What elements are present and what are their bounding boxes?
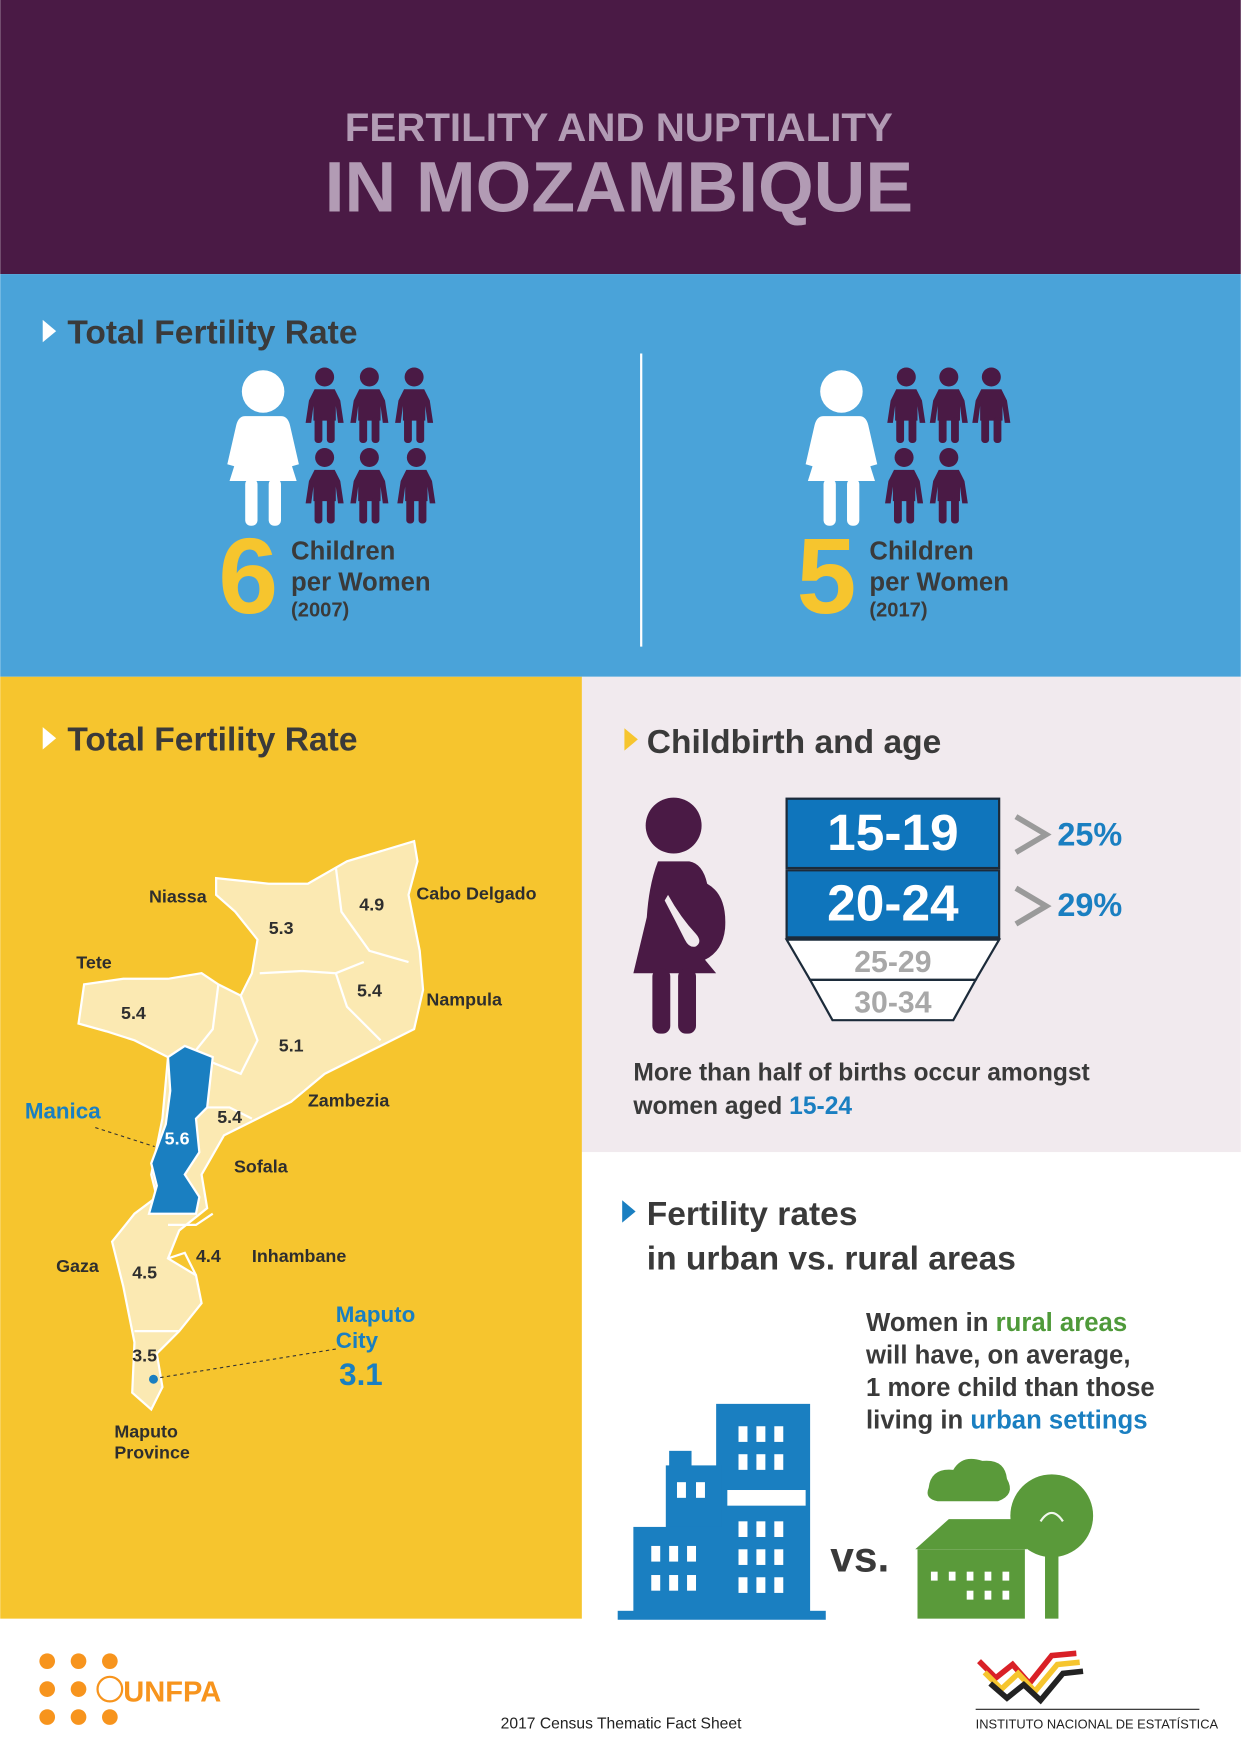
province-borders — [134, 866, 409, 1333]
comparison-text-part: urban settings — [970, 1406, 1147, 1434]
province-name: Cabo Delgado — [416, 883, 536, 903]
age-group-label: 30-34 — [854, 986, 931, 1019]
province-rate: 4.4 — [196, 1246, 221, 1266]
province-name: Sofala — [234, 1156, 289, 1176]
pregnant-woman-icon — [633, 797, 726, 1034]
age-funnel — [784, 797, 1052, 1022]
footer-caption: 2017 Census Thematic Fact Sheet — [501, 1715, 742, 1732]
section-heading: Childbirth and age — [647, 724, 941, 761]
comparison-text: Women in rural areas — [866, 1309, 1127, 1337]
unfpa-wordmark: UNFPA — [123, 1676, 221, 1708]
province-name: Manica — [25, 1099, 101, 1124]
province-rate: 4.9 — [359, 895, 384, 915]
heading-marker — [42, 727, 57, 750]
province-name: Niassa — [149, 887, 208, 907]
province-name-line: Maputo — [336, 1302, 415, 1327]
section-heading: Total Fertility Rate — [67, 722, 357, 759]
vs-label: vs. — [830, 1535, 889, 1582]
province-rate: 5.1 — [279, 1036, 304, 1056]
province-rate: 5.4 — [121, 1003, 146, 1023]
manica-area — [147, 1044, 214, 1215]
section-heading: Fertility rates — [647, 1196, 858, 1233]
map-outline — [77, 839, 425, 1412]
province-name: Nampula — [426, 990, 503, 1010]
note-part: women aged — [632, 1093, 789, 1120]
age-group-share: 25% — [1057, 817, 1122, 853]
header-band — [0, 0, 1241, 275]
ine-wordmark: INSTITUTO NACIONAL DE ESTATÍSTICA — [976, 1716, 1219, 1731]
age-group-share: 29% — [1057, 887, 1122, 923]
comparison-text: will have, on average, — [865, 1342, 1130, 1370]
ine-logo — [975, 1650, 1200, 1710]
province-name: Gaza — [56, 1256, 100, 1276]
province-name-line: City — [336, 1328, 379, 1353]
title-line: FERTILITY AND NUPTIALITY — [345, 105, 893, 150]
heading-marker — [624, 728, 638, 751]
province-name: Inhambane — [252, 1246, 346, 1266]
village-icon — [915, 1458, 1094, 1619]
comparison-text-part: rural areas — [996, 1309, 1128, 1337]
section-heading: in urban vs. rural areas — [647, 1241, 1016, 1278]
province-name-line: Province — [114, 1443, 190, 1463]
tfr-year: (2017) — [869, 599, 927, 621]
age-group-label: 25-29 — [854, 946, 931, 979]
province-name: Zambezia — [308, 1090, 391, 1110]
province-rate: 5.4 — [217, 1107, 242, 1127]
note: women aged 15-24 — [632, 1093, 852, 1120]
heading-marker — [622, 1200, 636, 1223]
province-rate: 5.6 — [165, 1128, 190, 1148]
maputo-city-area — [149, 1374, 158, 1384]
tfr-label: per Women — [291, 569, 431, 597]
age-group-label: 15-19 — [827, 803, 959, 861]
province-rate: 5.3 — [269, 918, 294, 938]
unfpa-logo — [39, 1653, 124, 1725]
tfr-year: (2007) — [291, 599, 349, 621]
tfr-band — [0, 274, 1241, 677]
section-heading: Total Fertility Rate — [67, 314, 357, 351]
province-rate: 4.5 — [132, 1263, 157, 1283]
age-group-label: 20-24 — [827, 874, 959, 932]
tfr-number: 6 — [218, 516, 278, 636]
tfr-label: Children — [291, 537, 395, 565]
comparison-text-part: will have, on average, — [865, 1342, 1130, 1370]
tfr-number: 5 — [797, 516, 857, 636]
comparison-text-part: Women in — [866, 1309, 996, 1337]
province-name-line: Maputo — [114, 1421, 178, 1441]
province-rate: 3.5 — [132, 1345, 157, 1365]
province-rate: 3.1 — [339, 1357, 383, 1392]
map-panel — [0, 676, 582, 1619]
comparison-text: living in urban settings — [866, 1406, 1148, 1434]
comparison-text-part: living in — [866, 1406, 970, 1434]
province-rate: 5.4 — [357, 981, 382, 1001]
heading-marker — [42, 319, 57, 343]
note: More than half of births occur amongst — [633, 1060, 1089, 1087]
tfr-label: Children — [869, 537, 973, 565]
title-line: IN MOZAMBIQUE — [325, 147, 914, 227]
comparison-text-part: 1 more child than those — [866, 1374, 1155, 1402]
province-name: Maputo City — [336, 1302, 415, 1353]
tfr-label: per Women — [869, 569, 1009, 597]
province-name: Maputo Province — [114, 1421, 190, 1462]
note-part: 15-24 — [789, 1093, 852, 1120]
comparison-text: 1 more child than those — [866, 1374, 1155, 1402]
map — [77, 839, 425, 1412]
province-name: Tete — [76, 953, 111, 973]
city-icon — [617, 1403, 826, 1620]
